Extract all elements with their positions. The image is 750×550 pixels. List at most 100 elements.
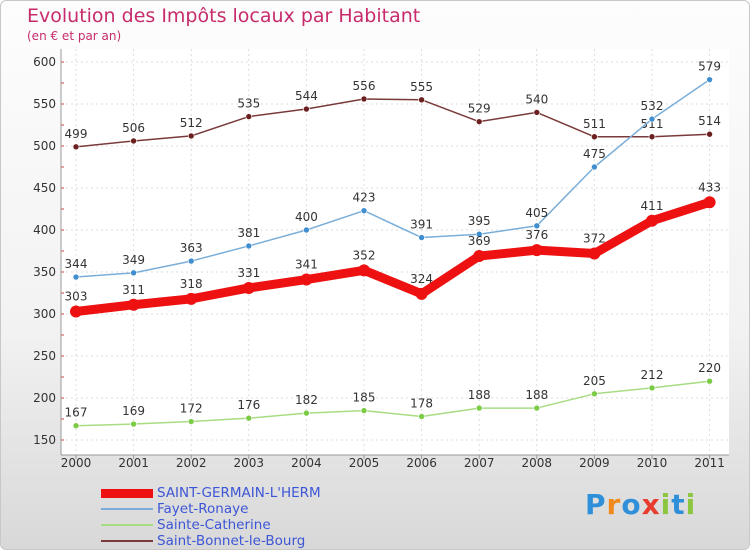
data-label: 512	[180, 116, 203, 130]
logo-letter: i	[660, 488, 672, 521]
data-label: 176	[237, 398, 260, 412]
y-tick-label: 250	[33, 349, 56, 363]
data-label: 178	[410, 396, 433, 410]
logo-letter: t	[671, 488, 686, 521]
data-point	[533, 222, 541, 230]
x-tick-label: 2001	[118, 456, 149, 470]
data-label: 511	[641, 117, 664, 131]
data-point	[418, 234, 425, 241]
data-label: 188	[525, 388, 548, 402]
data-point	[245, 242, 253, 250]
data-point	[648, 384, 656, 392]
data-label: 169	[122, 404, 145, 418]
data-point	[72, 143, 80, 151]
data-label: 182	[295, 393, 318, 407]
legend-label: Fayet-Ronaye	[157, 501, 249, 517]
data-point	[72, 273, 80, 281]
x-tick-label: 2008	[522, 456, 553, 470]
data-point	[591, 390, 598, 398]
data-point	[187, 257, 195, 265]
chart-title: Evolution des Impôts locaux par Habitant	[27, 5, 421, 27]
plot-area	[61, 49, 729, 455]
legend-item: SAINT-GERMAIN-L'HERM	[101, 485, 431, 501]
data-point	[533, 109, 541, 116]
data-label: 303	[65, 289, 88, 303]
data-point	[358, 264, 370, 277]
data-label: 341	[295, 258, 318, 272]
data-point	[300, 273, 313, 286]
x-tick-label: 2011	[694, 456, 725, 470]
data-point	[475, 404, 483, 412]
data-point	[70, 305, 82, 318]
legend: SAINT-GERMAIN-L'HERM Fayet-Ronaye Sainte…	[101, 485, 431, 549]
data-label: 318	[180, 277, 203, 291]
data-label: 381	[237, 226, 260, 240]
data-point	[418, 96, 425, 104]
data-point	[533, 404, 541, 412]
data-label: 172	[180, 402, 203, 416]
legend-item: Saint-Bonnet-le-Bourg	[101, 533, 431, 549]
series-line	[75, 78, 711, 278]
x-tick-label: 2000	[61, 456, 92, 470]
data-point	[648, 133, 656, 141]
data-point	[360, 207, 368, 214]
data-label: 540	[525, 92, 548, 106]
data-label: 411	[641, 199, 664, 213]
x-tick-label: 2002	[176, 456, 207, 470]
logo-letter: r	[606, 488, 622, 521]
data-label: 423	[353, 191, 376, 205]
data-label: 395	[468, 214, 491, 228]
data-point	[130, 420, 137, 428]
data-point	[130, 137, 137, 145]
data-label: 555	[410, 80, 433, 94]
data-point	[127, 298, 140, 311]
data-point	[303, 105, 310, 113]
data-point	[360, 407, 368, 414]
data-point	[475, 118, 483, 125]
y-tick-label: 300	[33, 307, 56, 321]
data-point	[303, 226, 310, 234]
data-point	[130, 269, 137, 277]
data-label: 376	[525, 228, 548, 242]
data-point	[185, 292, 198, 305]
data-label: 433	[698, 180, 721, 194]
data-label: 331	[237, 266, 260, 280]
y-tick-label: 500	[33, 139, 56, 153]
y-tick-label: 450	[33, 181, 56, 195]
data-point	[187, 418, 195, 425]
series-line	[75, 98, 711, 148]
data-point	[703, 196, 716, 209]
data-label: 212	[641, 368, 664, 382]
data-label: 475	[583, 147, 606, 161]
x-tick-label: 2006	[406, 456, 437, 470]
data-point	[187, 132, 195, 140]
y-tick-label: 550	[33, 97, 56, 111]
y-tick-label: 400	[33, 223, 56, 237]
y-tick-label: 200	[33, 391, 56, 405]
data-label: 220	[698, 361, 721, 375]
data-point	[591, 163, 598, 171]
data-label: 369	[468, 234, 491, 248]
y-tick-label: 600	[33, 55, 56, 69]
data-point	[648, 115, 656, 123]
legend-label: Saint-Bonnet-le-Bourg	[157, 533, 306, 549]
data-label: 511	[583, 117, 606, 131]
proxiti-logo: Proxiti	[585, 488, 696, 521]
data-label: 344	[65, 257, 88, 271]
x-tick-label: 2007	[464, 456, 495, 470]
data-label: 579	[698, 60, 721, 74]
data-point	[72, 422, 80, 430]
data-point	[242, 281, 255, 294]
x-tick-label: 2010	[637, 456, 668, 470]
data-point	[475, 230, 483, 238]
logo-letter: P	[585, 488, 607, 521]
x-tick-label: 2003	[234, 456, 265, 470]
data-label: 372	[583, 232, 606, 246]
legend-swatch-sainte-catherine	[101, 524, 153, 526]
data-label: 352	[353, 248, 376, 262]
data-point	[706, 377, 713, 385]
x-tick-label: 2009	[579, 456, 610, 470]
y-tick-label: 350	[33, 265, 56, 279]
data-point	[646, 214, 658, 227]
